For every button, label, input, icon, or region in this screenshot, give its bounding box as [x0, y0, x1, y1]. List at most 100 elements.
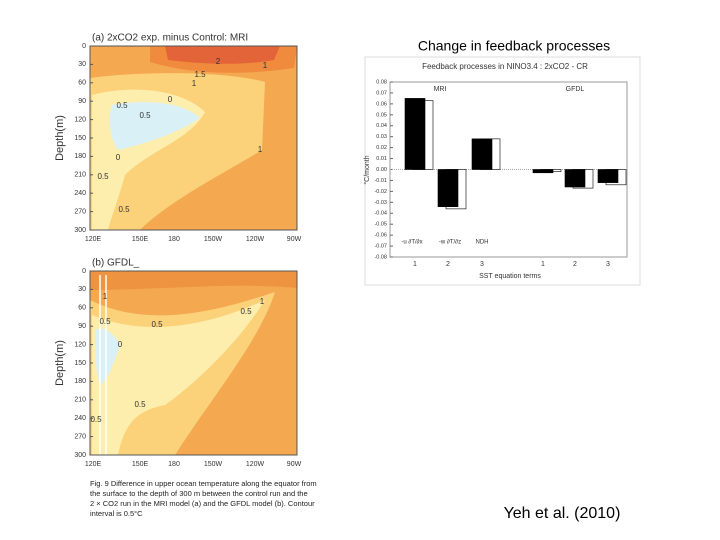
y-tick-label: 270 — [74, 208, 86, 215]
contour-fill — [95, 328, 120, 385]
bar — [404, 98, 426, 170]
y-tick-label: 0 — [82, 268, 86, 275]
y-tick-label: 30 — [78, 286, 86, 293]
contour-label: 0.5 — [116, 101, 128, 110]
contour-panel-b — [89, 270, 298, 456]
y-tick-label: 300 — [74, 227, 86, 234]
group-label: MRI — [434, 86, 447, 93]
x-tick-label: 120E — [85, 236, 102, 243]
chart-frame — [364, 56, 641, 286]
x-tick-label: 150E — [132, 461, 149, 468]
panel-title: (a) 2xCO2 exp. minus Control: MRI — [92, 33, 248, 44]
x-tick-label: 3 — [606, 261, 610, 268]
y-tick-label: 240 — [74, 415, 86, 422]
y-tick-label: 210 — [74, 397, 86, 404]
contour-fill — [90, 271, 297, 290]
contour-label: 0.5 — [97, 172, 109, 181]
y-tick-label: 0.01 — [376, 156, 387, 162]
y-tick-label: 0.00 — [376, 167, 387, 173]
y-tick-label: 90 — [78, 98, 86, 105]
x-tick-label: 180 — [168, 461, 180, 468]
bar — [532, 169, 554, 174]
y-tick-label: 210 — [74, 172, 86, 179]
x-tick-label: 120E — [85, 461, 102, 468]
x-tick-label: 1 — [413, 261, 417, 268]
x-tick-label: 90W — [287, 236, 302, 243]
y-axis-label: Depth(m) — [54, 115, 66, 161]
x-axis-label: SST equation terms — [479, 273, 541, 280]
bar — [564, 169, 586, 188]
contour-label: 0 — [116, 153, 121, 162]
y-tick-label: 120 — [74, 341, 86, 348]
bar — [471, 138, 493, 170]
contour-label: 0 — [168, 95, 173, 104]
y-tick-label: 0.03 — [376, 134, 387, 140]
term-label: -w ∂T/∂z — [439, 239, 461, 246]
panel-title: (b) GFDL_ — [92, 258, 140, 269]
y-tick-label: 0.06 — [376, 101, 387, 107]
x-tick-label: 120W — [246, 461, 265, 468]
x-tick-label: 150W — [204, 236, 223, 243]
y-tick-label: 0 — [82, 43, 86, 50]
caption-line: interval is 0.5°C — [90, 509, 143, 518]
x-tick-label: 150E — [132, 236, 149, 243]
caption-line: the surface to the depth of 300 m betwee… — [90, 489, 308, 498]
contour-label: 0.5 — [151, 320, 163, 329]
contour-label: 0.5 — [90, 415, 102, 424]
y-tick-label: 90 — [78, 323, 86, 330]
contour-label: 1 — [263, 61, 268, 70]
contour-label: 0.5 — [99, 317, 111, 326]
y-tick-label: -0.01 — [374, 178, 387, 184]
y-tick-label: 120 — [74, 116, 86, 123]
x-tick-label: 120W — [246, 236, 265, 243]
y-tick-label: 240 — [74, 190, 86, 197]
y-tick-label: -0.07 — [374, 244, 387, 250]
y-tick-label: 0.05 — [376, 112, 387, 118]
y-tick-label: 150 — [74, 135, 86, 142]
x-tick-label: 90W — [287, 461, 302, 468]
contour-label: 0.5 — [134, 400, 146, 409]
y-tick-label: 0.04 — [376, 123, 387, 129]
contour-fill — [109, 102, 200, 150]
contour-label: 1 — [103, 292, 108, 301]
term-label: NDH — [476, 240, 489, 246]
y-tick-label: 30 — [78, 61, 86, 68]
y-tick-label: 0.02 — [376, 145, 387, 151]
contour-fill — [92, 300, 265, 455]
contour-label: 0.5 — [139, 111, 151, 120]
x-tick-label: 2 — [573, 261, 577, 268]
y-tick-label: -0.04 — [374, 211, 387, 217]
y-axis-label: °C/month — [363, 155, 371, 184]
x-tick-label: 3 — [480, 261, 484, 268]
bar — [597, 169, 619, 183]
y-tick-label: -0.06 — [374, 233, 387, 239]
contour-label: 1 — [260, 297, 265, 306]
y-tick-label: 0.07 — [376, 90, 387, 96]
y-tick-label: 60 — [78, 80, 86, 87]
contour-label: 2 — [216, 57, 221, 66]
y-tick-label: -0.02 — [374, 189, 387, 195]
y-tick-label: -0.05 — [374, 222, 387, 228]
group-label: GFDL — [566, 86, 585, 93]
contour-label: 0.5 — [118, 205, 130, 214]
contour-label: 0.5 — [240, 307, 252, 316]
contour-label: 1 — [258, 145, 263, 154]
y-tick-label: 180 — [74, 153, 86, 160]
bar — [437, 169, 459, 207]
caption-line: Fig. 9 Difference in upper ocean tempera… — [90, 479, 317, 488]
x-tick-label: 180 — [168, 236, 180, 243]
y-tick-label: 150 — [74, 360, 86, 367]
term-label: -u ∂T/∂x — [401, 239, 422, 246]
x-tick-label: 2 — [446, 261, 450, 268]
citation: Yeh et al. (2010) — [504, 505, 621, 522]
y-tick-label: 60 — [78, 305, 86, 312]
y-axis-label: Depth(m) — [54, 340, 66, 386]
y-tick-label: 180 — [74, 378, 86, 385]
y-tick-label: 300 — [74, 452, 86, 459]
contour-label: 1 — [192, 79, 197, 88]
slide-title: Change in feedback processes — [418, 38, 610, 54]
x-tick-label: 1 — [541, 261, 545, 268]
x-tick-label: 150W — [204, 461, 223, 468]
caption-line: 2 × CO2 run in the MRI model (a) and the… — [90, 499, 315, 508]
